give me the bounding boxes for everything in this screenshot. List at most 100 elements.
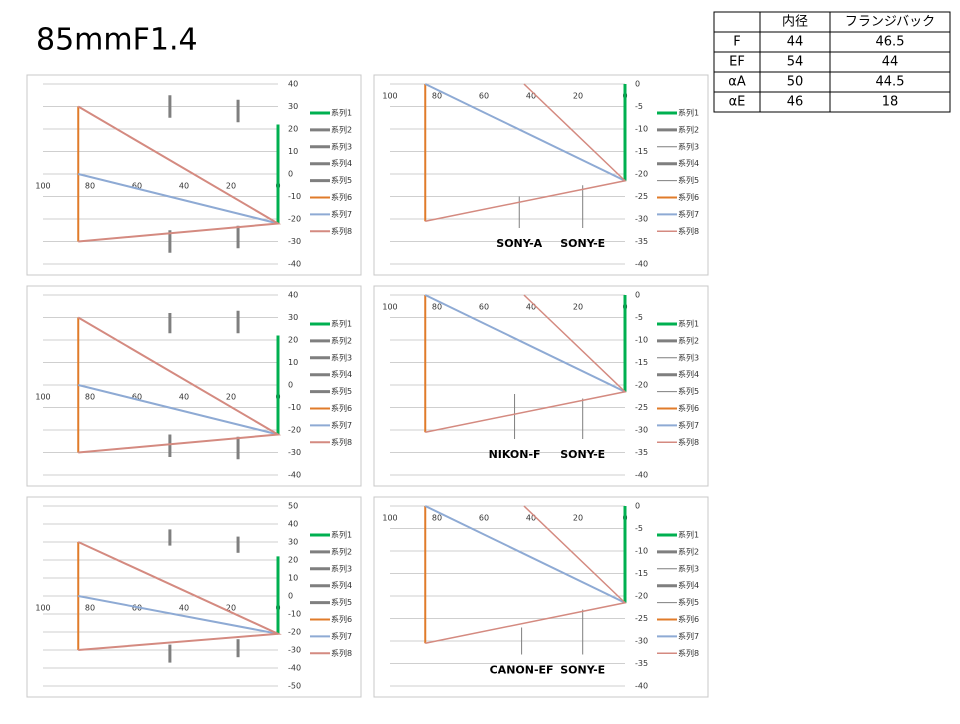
series-line (77, 316, 282, 454)
x-tick-label: 80 (85, 393, 95, 402)
y-tick-label: -30 (635, 215, 648, 224)
legend-label: 系列4 (331, 158, 352, 168)
series-line (424, 505, 626, 604)
series-line (425, 505, 627, 644)
legend-label: 系列4 (678, 369, 699, 379)
legend-label: 系列1 (678, 108, 699, 118)
legend-label: 系列3 (331, 352, 352, 362)
x-tick-label: 40 (526, 92, 536, 101)
y-tick-label: 0 (288, 381, 293, 390)
legend-label: 系列1 (678, 530, 699, 540)
series-line (425, 83, 627, 222)
x-tick-label: 40 (179, 182, 189, 191)
y-tick-label: -35 (635, 448, 648, 457)
annotation: SONY-E (560, 237, 605, 250)
y-tick-label: 0 (635, 80, 640, 89)
y-tick-label: 40 (288, 520, 298, 529)
legend-label: 系列3 (678, 141, 699, 151)
legend-label: 系列6 (331, 403, 352, 413)
y-tick-label: 20 (288, 556, 298, 565)
y-tick-label: 10 (288, 358, 298, 367)
legend-label: 系列5 (331, 175, 352, 185)
y-tick-label: 20 (288, 336, 298, 345)
x-tick-label: 20 (226, 393, 236, 402)
y-tick-label: 40 (288, 291, 298, 300)
y-tick-label: 0 (288, 592, 293, 601)
legend-label: 系列7 (678, 209, 699, 219)
table-cell: 18 (882, 95, 899, 110)
y-tick-label: -5 (635, 524, 643, 533)
y-tick-label: -5 (635, 313, 643, 322)
y-tick-label: -10 (635, 336, 648, 345)
table-cell: F (733, 35, 740, 50)
x-tick-label: 40 (179, 393, 189, 402)
legend-label: 系列3 (678, 352, 699, 362)
y-tick-label: -20 (635, 170, 648, 179)
x-tick-label: 40 (526, 514, 536, 523)
legend-label: 系列8 (331, 648, 352, 658)
legend-label: 系列5 (678, 597, 699, 607)
y-tick-label: -30 (635, 426, 648, 435)
legend-label: 系列8 (331, 226, 352, 236)
legend-label: 系列6 (678, 403, 699, 413)
legend-label: 系列7 (331, 420, 352, 430)
x-tick-label: 20 (226, 604, 236, 613)
table-header: フランジバック (845, 15, 935, 30)
x-tick-label: 100 (382, 303, 397, 312)
y-tick-label: -20 (635, 592, 648, 601)
legend-label: 系列2 (678, 546, 699, 556)
legend-label: 系列3 (331, 141, 352, 151)
legend-label: 系列2 (678, 335, 699, 345)
y-tick-label: 30 (288, 102, 298, 111)
y-tick-label: -10 (288, 610, 301, 619)
y-tick-label: -10 (288, 403, 301, 412)
y-tick-label: -30 (288, 448, 301, 457)
y-tick-label: -50 (288, 682, 301, 691)
x-tick-label: 20 (226, 182, 236, 191)
y-tick-label: -40 (288, 664, 301, 673)
legend-label: 系列2 (331, 335, 352, 345)
y-tick-label: 0 (635, 291, 640, 300)
y-tick-label: -40 (288, 260, 301, 269)
y-tick-label: -35 (635, 659, 648, 668)
y-tick-label: -15 (635, 569, 648, 578)
table-cell: 50 (787, 75, 804, 90)
series-line (77, 105, 282, 243)
y-tick-label: 30 (288, 313, 298, 322)
series-line (77, 541, 282, 651)
legend-label: 系列7 (678, 631, 699, 641)
x-tick-label: 40 (526, 303, 536, 312)
table-header: 内径 (782, 14, 808, 30)
chart-frame (26, 496, 362, 698)
y-tick-label: 0 (288, 170, 293, 179)
x-tick-label: 60 (132, 393, 142, 402)
y-tick-label: 0 (635, 502, 640, 511)
table-cell: 54 (787, 55, 804, 70)
y-tick-label: -20 (288, 426, 301, 435)
legend-label: 系列4 (678, 158, 699, 168)
x-tick-label: 60 (479, 92, 489, 101)
legend-label: 系列3 (678, 563, 699, 573)
y-tick-label: 20 (288, 125, 298, 134)
y-tick-label: -5 (635, 102, 643, 111)
x-tick-label: 60 (479, 303, 489, 312)
y-tick-label: 10 (288, 147, 298, 156)
legend-label: 系列6 (331, 614, 352, 624)
chart-frame (373, 285, 709, 487)
y-tick-label: -25 (635, 403, 648, 412)
legend-label: 系列5 (331, 597, 352, 607)
legend-label: 系列5 (678, 175, 699, 185)
legend-label: 系列8 (678, 437, 699, 447)
x-tick-label: 100 (35, 604, 50, 613)
y-tick-label: -40 (635, 260, 648, 269)
x-tick-label: 100 (382, 92, 397, 101)
table-cell: EF (729, 55, 745, 70)
legend-label: 系列1 (331, 319, 352, 329)
legend-label: 系列7 (678, 420, 699, 430)
legend-label: 系列6 (678, 614, 699, 624)
